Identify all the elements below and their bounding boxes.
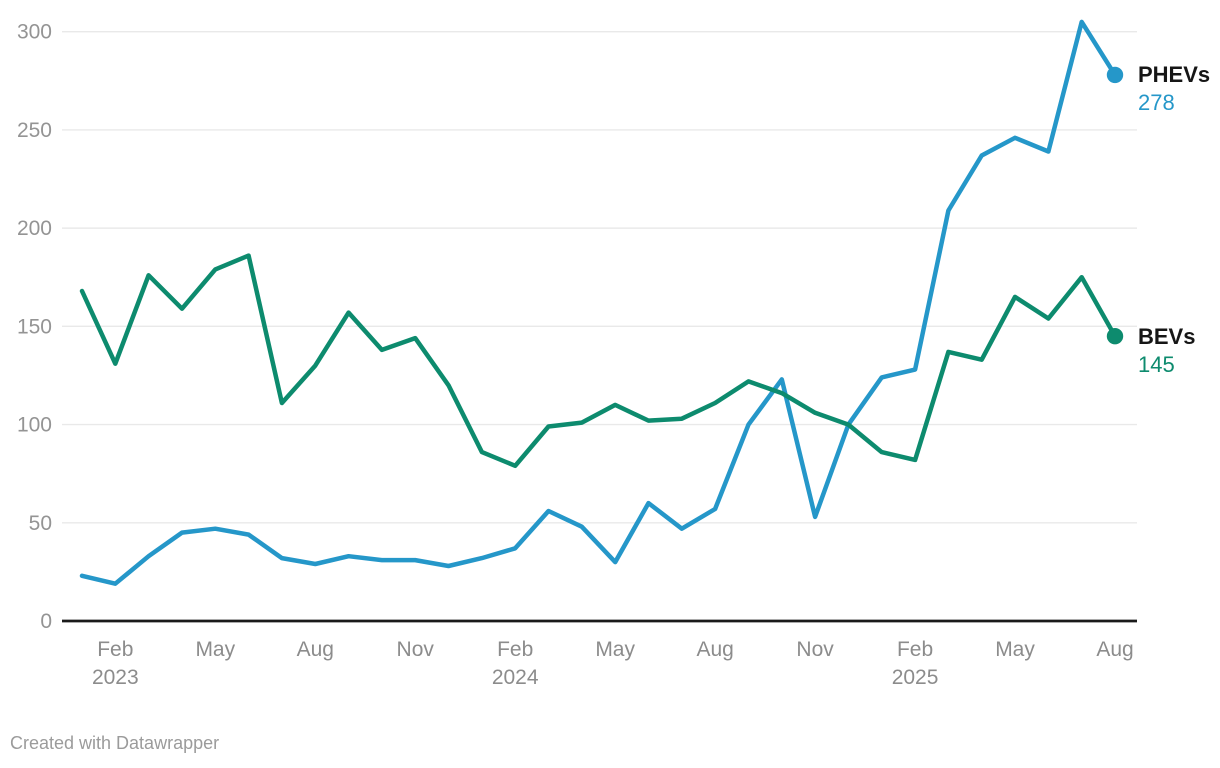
x-tick-label: May xyxy=(995,638,1035,661)
phevs-line xyxy=(79,19,1118,586)
x-tick-label: Nov xyxy=(397,638,435,661)
x-tick-label: Feb xyxy=(897,638,933,661)
y-tick-label: 100 xyxy=(17,414,52,437)
x-tick-year-label: 2025 xyxy=(892,666,939,689)
y-tick-label: 150 xyxy=(17,315,52,338)
y-tick-label: 0 xyxy=(40,610,52,633)
x-tick-label: Feb xyxy=(97,638,133,661)
x-tick-label: May xyxy=(595,638,635,661)
series-end-value-phevs: 278 xyxy=(1138,90,1175,115)
y-tick-label: 250 xyxy=(17,119,52,142)
x-tick-label: May xyxy=(195,638,235,661)
series-name-phevs: PHEVs xyxy=(1138,62,1211,87)
bevs-line xyxy=(79,253,1118,469)
x-tick-year-label: 2024 xyxy=(492,666,539,689)
y-tick-label: 200 xyxy=(17,217,52,240)
phevs-end-dot xyxy=(1106,66,1124,84)
x-tick-label: Feb xyxy=(497,638,533,661)
datawrapper-credit: Created with Datawrapper xyxy=(10,733,220,753)
x-tick-label: Nov xyxy=(796,638,834,661)
y-tick-label: 300 xyxy=(17,21,52,44)
series-name-bevs: BEVs xyxy=(1138,324,1196,349)
x-tick-label: Aug xyxy=(297,638,334,661)
x-tick-label: Aug xyxy=(696,638,733,661)
plot-area: 0 50 100 150 200 250 300 Feb 2023 May Aug Nov Feb 202… xyxy=(17,19,1137,689)
series-end-value-bevs: 145 xyxy=(1138,352,1175,377)
series-end-label-bevs: BEVs 145 xyxy=(1138,323,1195,379)
bevs-end-dot xyxy=(1106,327,1124,345)
x-tick-label: Aug xyxy=(1096,638,1133,661)
series-end-label-phevs: PHEVs 278 xyxy=(1138,61,1210,117)
x-tick-year-label: 2023 xyxy=(92,666,139,689)
y-tick-label: 50 xyxy=(29,512,52,535)
